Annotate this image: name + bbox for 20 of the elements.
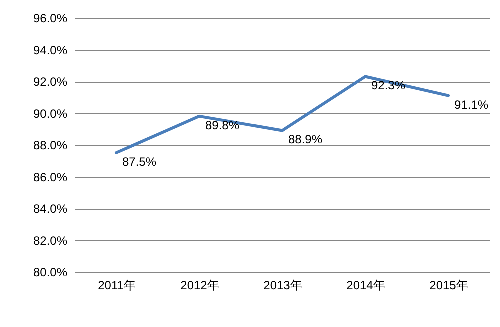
y-tick-label: 92.0%: [33, 75, 68, 89]
data-label: 87.5%: [122, 154, 157, 169]
data-label: 89.8%: [206, 118, 240, 132]
data-label: 88.9%: [288, 132, 323, 147]
x-tick-label: 2011年: [98, 278, 136, 292]
y-tick-label: 82.0%: [33, 234, 68, 248]
data-label: 91.1%: [454, 98, 489, 112]
y-tick-label: 96.0%: [33, 12, 68, 26]
y-tick-label: 88.0%: [33, 138, 68, 152]
y-tick-label: 90.0%: [33, 106, 68, 121]
line-series: [115, 75, 450, 154]
data-label: 92.3%: [372, 78, 406, 93]
y-tick-label: 84.0%: [33, 202, 68, 216]
y-tick-label: 94.0%: [33, 43, 68, 58]
x-tick-label: 2015年: [430, 278, 468, 292]
x-tick-label: 2013年: [264, 278, 302, 292]
x-tick-label: 2012年: [180, 278, 220, 292]
y-tick-label: 86.0%: [33, 170, 68, 184]
x-tick-label: 2014年: [346, 278, 386, 292]
y-tick-label: 80.0%: [33, 266, 68, 280]
